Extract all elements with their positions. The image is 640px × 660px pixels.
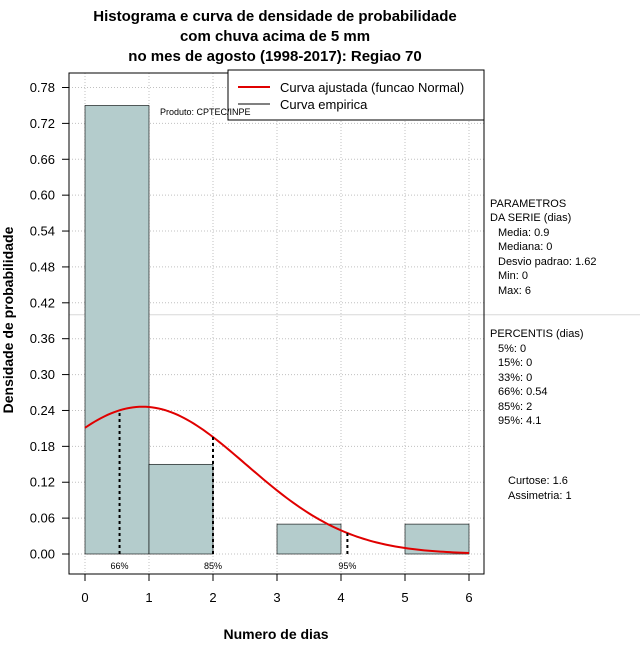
x-tick-label: 0 — [81, 590, 88, 605]
y-tick-label: 0.24 — [30, 403, 55, 418]
y-axis: 0.00 0.06 0.12 0.18 0.24 0.30 0.36 0.42 0.48 0.54… — [30, 80, 70, 562]
percentis-item: 95%: 4.1 — [498, 415, 541, 427]
legend-label-empirical: Curva empirica — [280, 97, 368, 112]
x-tick-label: 2 — [209, 590, 216, 605]
x-axis-title: Numero de dias — [223, 626, 328, 642]
y-tick-label: 0.54 — [30, 224, 55, 239]
parametros-item: Max: 6 — [498, 285, 531, 297]
y-tick-label: 0.30 — [30, 367, 55, 382]
legend-box — [227, 69, 485, 121]
parametros-item: Mediana: 0 — [498, 241, 552, 253]
title-line-3: no mes de agosto (1998-2017): Regiao 70 — [128, 48, 421, 65]
parametros-heading-1: PARAMETROS — [490, 198, 566, 210]
title-line-2: com chuva acima de 5 mm — [180, 28, 370, 45]
x-tick-label: 4 — [337, 590, 344, 605]
assimetria-text: Assimetria: 1 — [508, 490, 572, 502]
histogram-bars — [84, 105, 470, 555]
percentile-label: 95% — [338, 561, 356, 571]
y-tick-label: 0.60 — [30, 188, 55, 203]
y-tick-label: 0.00 — [30, 547, 55, 562]
y-tick-label: 0.72 — [30, 116, 55, 131]
normal-curve — [84, 405, 470, 554]
y-tick-label: 0.12 — [30, 475, 55, 490]
curtose-text: Curtose: 1.6 — [508, 475, 568, 487]
parametros-item: Desvio padrao: 1.62 — [498, 256, 596, 268]
percentile-markers: 66% 85% 95% — [111, 410, 356, 571]
y-tick-label: 0.36 — [30, 331, 55, 346]
y-tick-label: 0.48 — [30, 259, 55, 274]
normal-curve-layer — [84, 405, 470, 554]
y-tick-label: 0.42 — [30, 295, 55, 310]
x-axis: 0 1 2 3 4 5 6 — [81, 573, 473, 605]
x-tick-label: 6 — [465, 590, 472, 605]
parametros-heading-2: DA SERIE (dias) — [490, 212, 571, 224]
watermark-text: Produto: CPTEC/INPE — [160, 107, 251, 117]
y-axis-title: Densidade de probabilidade — [0, 226, 16, 413]
percentile-label: 66% — [111, 561, 129, 571]
shape-stats-panel: Curtose: 1.6 Assimetria: 1 — [508, 475, 572, 502]
parametros-panel: PARAMETROS DA SERIE (dias) Media: 0.9 Me… — [490, 198, 596, 297]
parametros-item: Min: 0 — [498, 270, 528, 282]
x-tick-label: 1 — [145, 590, 152, 605]
y-tick-label: 0.66 — [30, 152, 55, 167]
percentis-item: 5%: 0 — [498, 343, 526, 355]
percentis-item: 33%: 0 — [498, 372, 532, 384]
legend: Curva ajustada (funcao Normal) Curva emp… — [227, 69, 485, 121]
percentile-label: 85% — [204, 561, 222, 571]
percentis-item: 66%: 0.54 — [498, 386, 548, 398]
parametros-item: Media: 0.9 — [498, 227, 549, 239]
percentis-item: 15%: 0 — [498, 357, 532, 369]
histogram-bar — [84, 105, 150, 555]
y-tick-label: 0.18 — [30, 439, 55, 454]
y-tick-label: 0.06 — [30, 511, 55, 526]
y-tick-label: 0.78 — [30, 80, 55, 95]
histogram-bar — [276, 523, 342, 555]
chart-title: Histograma e curva de densidade de proba… — [93, 8, 456, 65]
legend-label-normal: Curva ajustada (funcao Normal) — [280, 80, 464, 95]
x-tick-label: 3 — [273, 590, 280, 605]
x-tick-label: 5 — [401, 590, 408, 605]
histogram-bar — [148, 463, 214, 555]
percentis-panel: PERCENTIS (dias) 5%: 0 15%: 0 33%: 0 66%… — [490, 328, 584, 427]
percentis-heading: PERCENTIS (dias) — [490, 328, 584, 340]
title-line-1: Histograma e curva de densidade de proba… — [93, 8, 456, 25]
percentis-item: 85%: 2 — [498, 401, 532, 413]
